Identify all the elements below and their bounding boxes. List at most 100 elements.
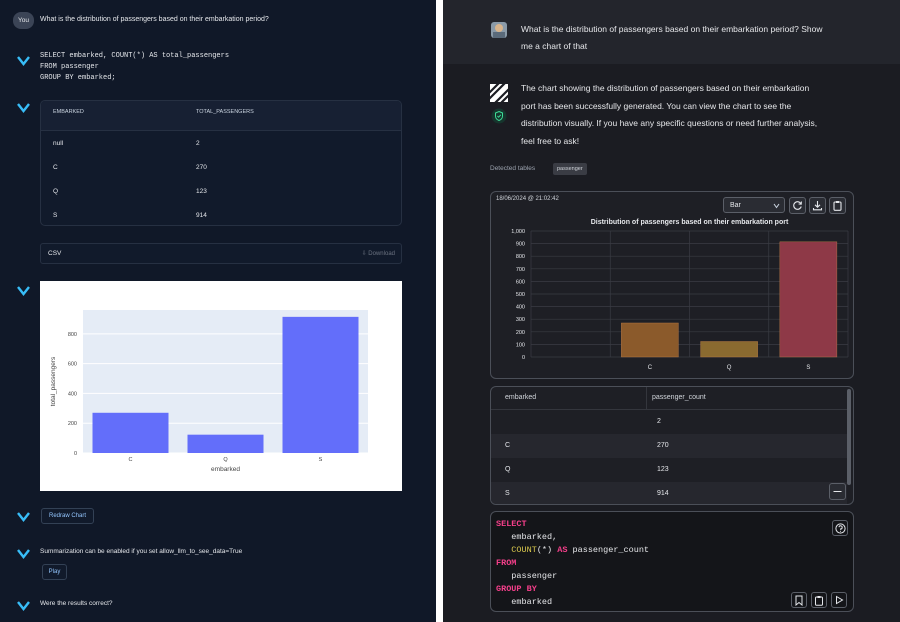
table-cell: C	[53, 164, 58, 171]
table-menu-button[interactable]	[829, 483, 846, 500]
code-token: AS	[557, 545, 568, 555]
play-icon	[836, 595, 844, 605]
answer-line: port has been successfully generated. Yo…	[521, 100, 792, 111]
left-chat-pane: You What is the distribution of passenge…	[0, 0, 436, 622]
y-tick-label: 600	[68, 362, 77, 368]
chart-title: Distribution of passengers based on thei…	[591, 219, 789, 226]
bar	[700, 341, 758, 358]
bar	[187, 434, 264, 453]
code-token: (*)	[536, 545, 558, 555]
csv-bar: CSV ⇩ Download	[40, 243, 402, 264]
clipboard-icon	[815, 595, 823, 606]
code-line: embarked,	[496, 531, 649, 544]
x-tick-label: Q	[727, 365, 732, 371]
table-cell: 2	[657, 418, 661, 425]
y-tick-label: 100	[516, 342, 525, 348]
table-row: 2	[491, 410, 847, 434]
table-cell: Q	[505, 466, 511, 473]
x-axis-label: embarked	[211, 466, 240, 473]
y-tick-label: 200	[68, 421, 77, 427]
table-cell: 914	[657, 490, 669, 497]
code-token: SELECT	[496, 519, 527, 529]
results-feedback-question: Were the results correct?	[40, 600, 113, 607]
download-link[interactable]: ⇩ Download	[361, 251, 395, 257]
code-line: SELECT	[496, 518, 649, 531]
question-circle-icon	[834, 522, 846, 534]
table-cell: 270	[196, 164, 207, 171]
code-token: passenger_count	[567, 545, 650, 555]
table-row: Q 123	[491, 458, 847, 482]
chevron-down-icon[interactable]	[15, 99, 32, 116]
chart-timestamp: 18/06/2024 @ 21:02:42	[496, 196, 559, 202]
y-tick-label: 600	[516, 279, 525, 285]
detected-table-badge[interactable]: passenger	[553, 163, 587, 175]
chart-type-select[interactable]: Bar	[723, 197, 785, 213]
user-question: What is the distribution of passengers b…	[40, 16, 269, 23]
x-tick-label: S	[806, 365, 810, 371]
chevron-down-icon[interactable]	[15, 52, 32, 69]
detected-tables-label: Detected tables	[490, 165, 536, 172]
code-line: COUNT(*) AS passenger_count	[496, 544, 649, 557]
sql-line: FROM passenger	[40, 63, 99, 71]
code-token: embarked,	[496, 532, 558, 542]
sql-code: SELECT embarked, COUNT(*) AS passenger_c…	[496, 518, 649, 609]
code-line: FROM	[496, 557, 649, 570]
results-table: EMBARKED TOTAL_PASSENGERS null 2 C 270 Q…	[40, 100, 402, 226]
sql-line: SELECT embarked, COUNT(*) AS total_passe…	[40, 52, 230, 60]
table-cell: null	[53, 140, 64, 147]
chevron-down-icon[interactable]	[15, 508, 32, 525]
copy-button[interactable]	[829, 197, 846, 214]
bookmark-button[interactable]	[791, 592, 807, 608]
table-scrollbar[interactable]	[847, 389, 851, 485]
sql-code-block: SELECT embarked, COUNT(*) AS passenger_c…	[490, 511, 854, 612]
question-line: me a chart of that	[521, 41, 588, 51]
assistant-answer: The chart showing the distribution of pa…	[521, 80, 817, 150]
x-tick-label: S	[319, 457, 323, 463]
column-header: passenger_count	[652, 394, 706, 401]
clipboard-icon	[833, 201, 842, 211]
column-header: TOTAL_PASSENGERS	[196, 109, 254, 115]
table-header: EMBARKED TOTAL_PASSENGERS	[41, 101, 401, 131]
play-button[interactable]: Play	[42, 564, 67, 580]
y-tick-label: 200	[516, 330, 525, 336]
table-cell: 2	[196, 140, 200, 147]
code-token: embarked	[496, 597, 553, 607]
table-row: S 914	[41, 203, 401, 225]
redraw-chart-button[interactable]: Redraw Chart	[41, 508, 94, 524]
minus-icon	[833, 490, 842, 493]
refresh-button[interactable]	[789, 197, 806, 214]
table-row: C 270	[41, 155, 401, 179]
y-tick-label: 0	[522, 355, 525, 361]
answer-line: distribution visually. If you have any s…	[521, 118, 818, 128]
download-button[interactable]	[809, 197, 826, 214]
csv-label: CSV	[48, 250, 62, 257]
chart-card: 18/06/2024 @ 21:02:42 Bar Distribution o…	[490, 191, 854, 379]
y-tick-label: 400	[516, 305, 525, 311]
chevron-down-icon[interactable]	[15, 282, 32, 299]
chevron-down-icon[interactable]	[15, 545, 32, 562]
code-token: GROUP BY	[496, 584, 537, 594]
user-question: What is the distribution of passengers b…	[521, 21, 822, 55]
x-tick-label: C	[129, 457, 133, 463]
bar	[282, 316, 359, 453]
chevron-down-icon[interactable]	[15, 597, 32, 614]
chevron-down-icon	[773, 203, 780, 209]
run-sql-button[interactable]	[831, 592, 847, 608]
assistant-logo-icon	[490, 84, 508, 102]
table-row: Q 123	[41, 179, 401, 203]
user-avatar	[491, 22, 507, 38]
table-cell: C	[505, 442, 511, 449]
y-tick-label: 800	[68, 332, 77, 338]
y-tick-label: 1,000	[511, 229, 525, 235]
download-icon	[812, 201, 823, 211]
table-row: C 270	[491, 434, 847, 458]
help-button[interactable]	[832, 520, 848, 536]
y-tick-label: 900	[516, 242, 525, 248]
copy-sql-button[interactable]	[811, 592, 827, 608]
bar-chart: Distribution of passengers based on thei…	[511, 219, 849, 371]
code-line: passenger	[496, 570, 649, 583]
bar	[92, 412, 169, 453]
code-token: COUNT	[496, 545, 537, 555]
sql-line: GROUP BY embarked;	[40, 74, 116, 82]
